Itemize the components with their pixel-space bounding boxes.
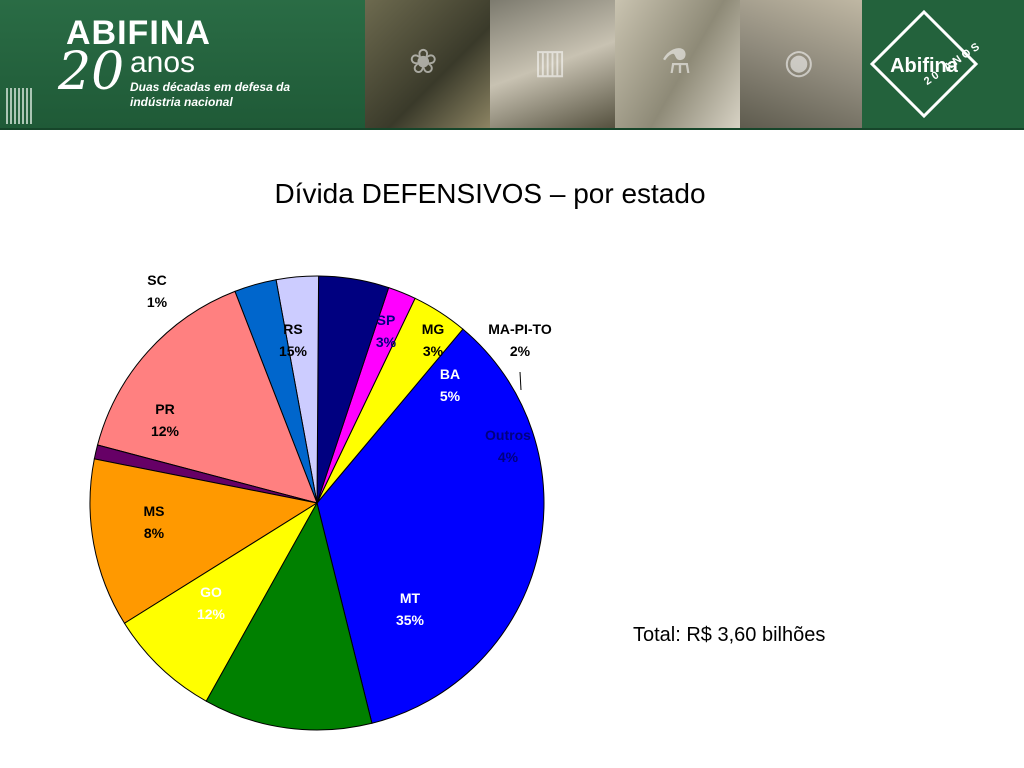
pie-slice-ms bbox=[123, 502, 318, 702]
leader-lines bbox=[519, 371, 522, 391]
slice-label-name: GO bbox=[200, 584, 222, 600]
slice-label-name: BA bbox=[440, 366, 460, 382]
leaf-photo: ❀ bbox=[365, 0, 490, 128]
abifina-logo-icon: Abifina bbox=[869, 9, 979, 119]
slice-label-name: MT bbox=[400, 590, 421, 606]
slice-label-name: MA-PI-TO bbox=[488, 321, 552, 337]
brand-name: ABIFINA bbox=[66, 14, 211, 52]
pie-slice-mt bbox=[316, 328, 545, 724]
slice-label-value: 5% bbox=[440, 388, 461, 404]
slice-label-value: 4% bbox=[498, 449, 519, 465]
pie-slice-go bbox=[205, 501, 373, 731]
slice-label-name: MS bbox=[144, 503, 165, 519]
pie-slice-rs bbox=[96, 290, 318, 504]
slice-label-value: 15% bbox=[279, 343, 308, 359]
slice-label-value: 2% bbox=[510, 343, 531, 359]
slice-label-value: 12% bbox=[197, 606, 226, 622]
slice-labels: MT 35% Outros 4% MA-PI-TO 2% BA 5% MG 3% SP 3% RS 15%… bbox=[144, 272, 552, 628]
decorative-stripes bbox=[6, 88, 34, 124]
slice-label-name: PR bbox=[155, 401, 174, 417]
factory-photo: ▥ bbox=[490, 0, 615, 128]
slice-label-value: 8% bbox=[144, 525, 165, 541]
slice-label-name: SC bbox=[147, 272, 166, 288]
brand-tagline: Duas décadas em defesa da indústria naci… bbox=[130, 80, 291, 109]
abifina-logo-area bbox=[862, 0, 1024, 128]
slice-label-name: MG bbox=[422, 321, 445, 337]
slice-label-value: 3% bbox=[376, 334, 397, 350]
slice-label-name: Outros bbox=[485, 427, 531, 443]
leader-line bbox=[519, 371, 522, 391]
lab-icon: ⚗ bbox=[661, 43, 692, 81]
lab-photo: ⚗ bbox=[615, 0, 740, 128]
leaf-icon: ❀ bbox=[409, 43, 438, 81]
pie-slices bbox=[89, 275, 545, 731]
brand-word: anos bbox=[130, 46, 196, 79]
slice-label-value: 35% bbox=[396, 612, 425, 628]
total-note: Total: R$ 3,60 bilhões bbox=[633, 624, 826, 646]
chart-title: Dívida DEFENSIVOS – por estado bbox=[274, 178, 706, 209]
capsule-icon: ◉ bbox=[784, 43, 814, 81]
capsule-photo: ◉ bbox=[740, 0, 862, 128]
slice-label-value: 12% bbox=[151, 423, 180, 439]
factory-icon: ▥ bbox=[534, 43, 567, 81]
abifina-logo-text: Abifina bbox=[890, 55, 959, 77]
brand-number: 20 bbox=[58, 42, 125, 102]
pie-slice-pr bbox=[89, 458, 319, 624]
slice-label-name: SP bbox=[377, 312, 396, 328]
slice-label-value: 1% bbox=[147, 294, 168, 310]
event-logo-block bbox=[0, 0, 365, 128]
header-banner: ABIFINA 20 anos Duas décadas em defesa d… bbox=[0, 0, 1024, 130]
slice-label-value: 3% bbox=[423, 343, 444, 359]
slice-label-name: RS bbox=[283, 321, 302, 337]
